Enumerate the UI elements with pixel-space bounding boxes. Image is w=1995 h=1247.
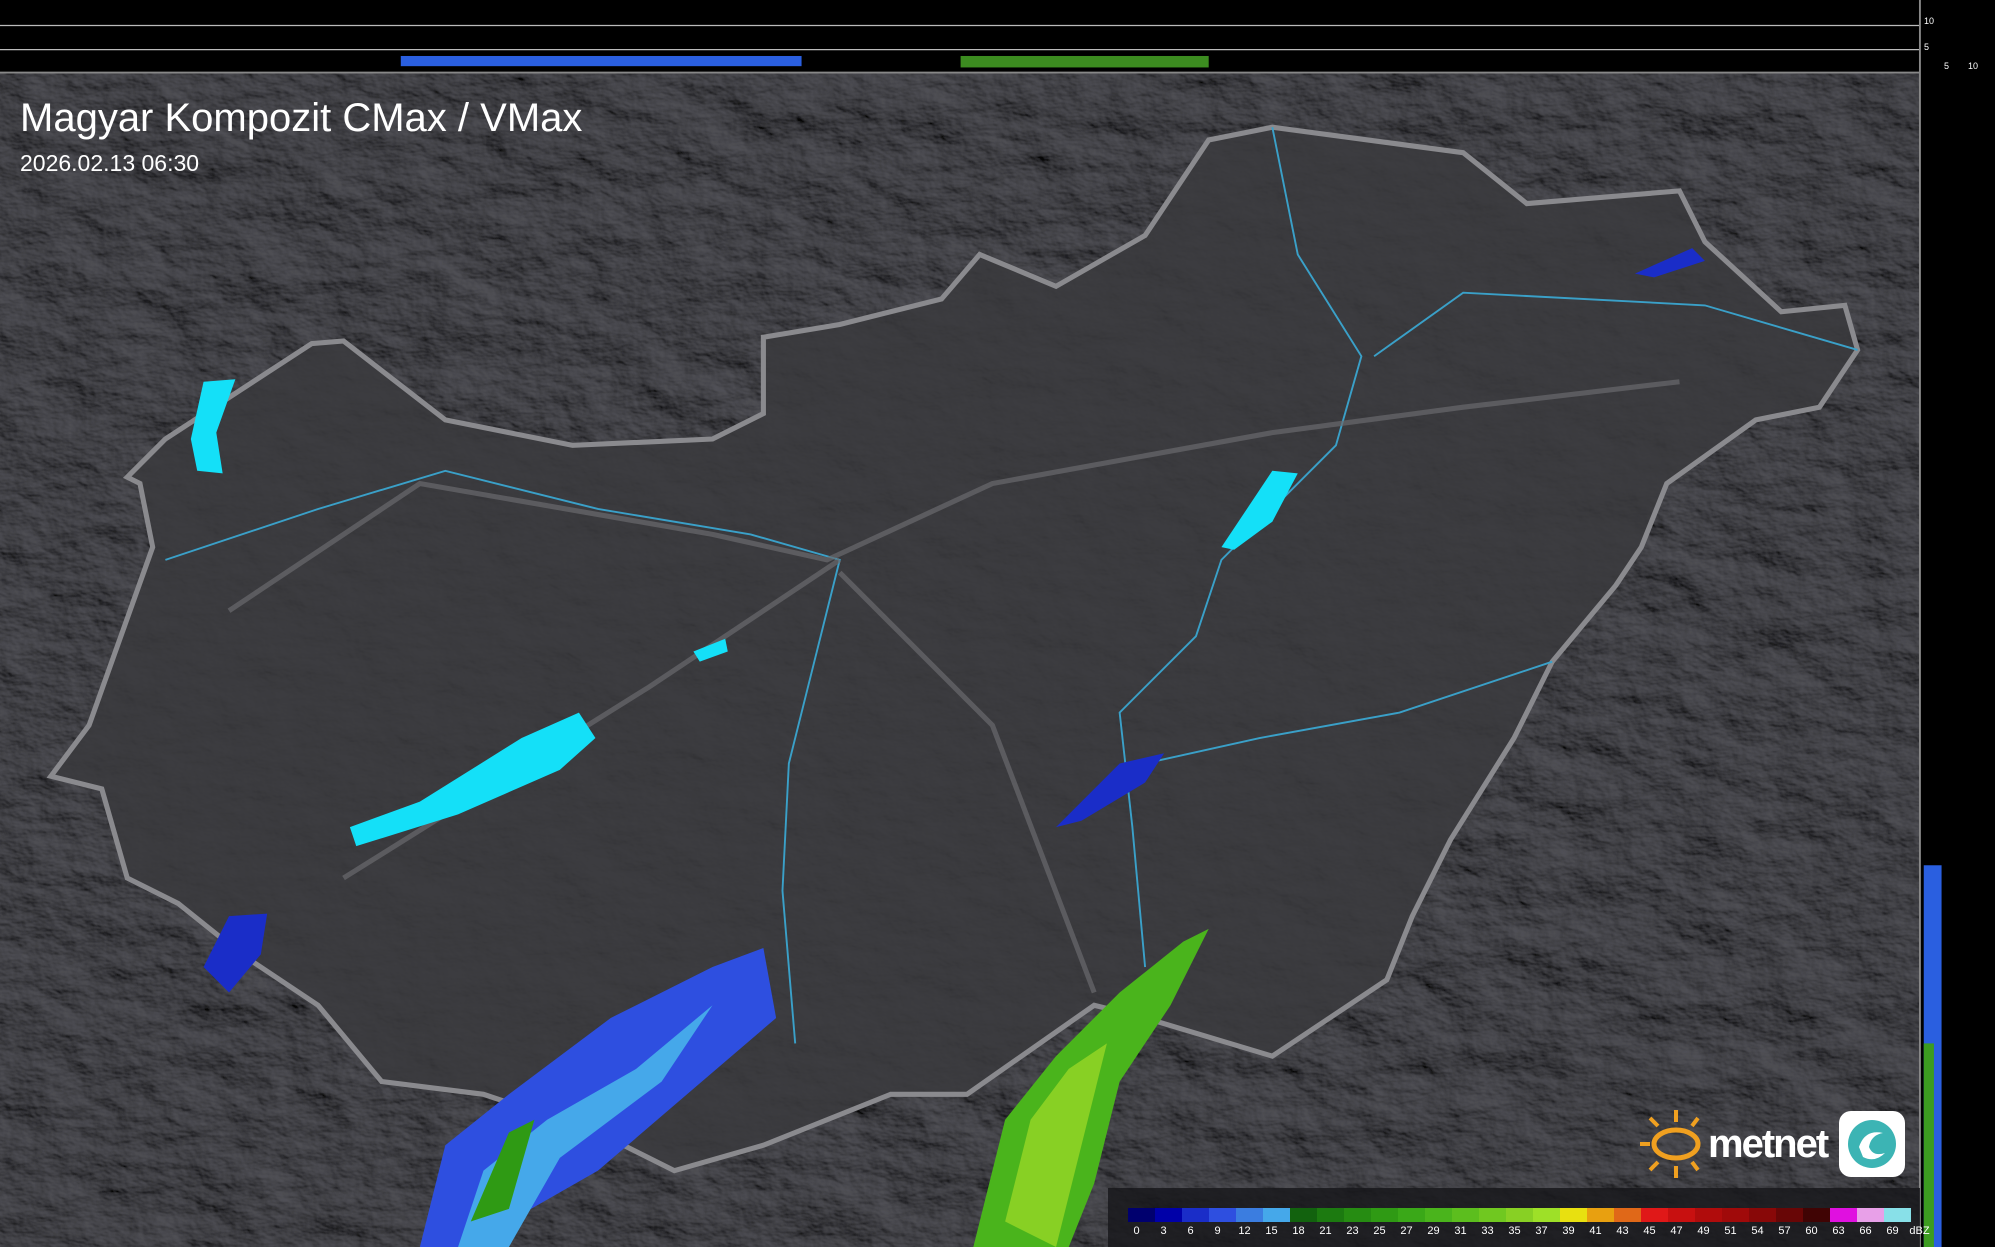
legend-swatch [1722,1208,1749,1222]
vertical-tick-label: 10 [1924,16,1935,26]
legend-color-bar [1128,1208,1911,1222]
legend-label: 51 [1724,1225,1737,1237]
legend-label: 27 [1400,1225,1413,1237]
vertical-tick-label: 5 [1924,42,1930,52]
legend-swatch [1452,1208,1479,1222]
legend-swatch [1479,1208,1506,1222]
legend-unit: dBZ [1909,1225,1930,1237]
legend-label: 47 [1670,1225,1683,1237]
legend-swatch [1560,1208,1587,1222]
brand-name: metnet [1708,1121,1829,1166]
legend-swatch [1425,1208,1452,1222]
legend-label: 6 [1187,1225,1194,1237]
swirl-icon [1839,1111,1906,1177]
legend-label: 25 [1373,1225,1386,1237]
lake-balaton [349,712,596,847]
legend-swatch [1884,1208,1911,1222]
precipitation-echoes [203,248,1705,1247]
legend-label: 57 [1778,1225,1791,1237]
legend-label: 0 [1133,1225,1140,1237]
metnet-logo: metnet [1636,1104,1906,1184]
legend-labels: 0 3 6 9 12 15 18 21 23 25 27 29 31 33 35 37 39 41 43 45 47 49… [1128,1225,1938,1237]
legend-label: 49 [1697,1225,1710,1237]
profile-echo [960,55,1209,68]
legend-swatch [1371,1208,1398,1222]
legend-label: 33 [1481,1225,1494,1237]
legend-label: 9 [1214,1225,1221,1237]
hungary-country [46,124,1861,1174]
legend-label: 45 [1643,1225,1656,1237]
legend-swatch [1236,1208,1263,1222]
profile-echo [1923,1043,1934,1247]
legend-label: 3 [1160,1225,1167,1237]
lake-ferto [190,379,236,474]
legend-label: 54 [1751,1225,1764,1237]
legend-swatch [1695,1208,1722,1222]
legend-swatch [1290,1208,1317,1222]
profile-echo [400,55,802,67]
dbz-color-legend: 0 3 6 9 12 15 18 21 23 25 27 29 31 33 35 37 39 41 43 45 47 49… [1108,1188,1930,1247]
map-timestamp: 2026.02.13 06:30 [20,150,200,176]
legend-label: 37 [1535,1225,1548,1237]
legend-label: 41 [1589,1225,1602,1237]
legend-swatch [1533,1208,1560,1222]
legend-swatch [1263,1208,1290,1222]
legend-swatch [1641,1208,1668,1222]
legend-swatch [1209,1208,1236,1222]
legend-label: 39 [1562,1225,1575,1237]
map-title: Magyar Kompozit CMax / VMax [20,96,583,140]
sun-icon [1640,1110,1701,1178]
legend-swatch [1587,1208,1614,1222]
lakes [190,379,1298,847]
lake-velence [693,638,728,662]
legend-label: 43 [1616,1225,1629,1237]
legend-label: 63 [1832,1225,1845,1237]
legend-swatch [1155,1208,1182,1222]
legend-label: 35 [1508,1225,1521,1237]
legend-swatch [1830,1208,1857,1222]
legend-label: 15 [1265,1225,1278,1237]
legend-swatch [1344,1208,1371,1222]
lake-tisza [1221,470,1298,550]
legend-label: 18 [1292,1225,1305,1237]
legend-swatch [1317,1208,1344,1222]
legend-swatch [1128,1208,1155,1222]
legend-swatch [1857,1208,1884,1222]
legend-swatch [1614,1208,1641,1222]
legend-label: 21 [1319,1225,1332,1237]
legend-label: 66 [1859,1225,1872,1237]
horizontal-tick-label: 10 [1968,61,1979,71]
legend-label: 69 [1886,1225,1899,1237]
legend-swatch [1398,1208,1425,1222]
legend-label: 12 [1238,1225,1251,1237]
legend-label: 23 [1346,1225,1359,1237]
legend-label: 31 [1454,1225,1467,1237]
legend-swatch [1668,1208,1695,1222]
horizontal-tick-label: 5 [1944,61,1950,71]
legend-swatch [1803,1208,1830,1222]
legend-swatch [1506,1208,1533,1222]
legend-swatch [1182,1208,1209,1222]
legend-swatch [1749,1208,1776,1222]
top-profile-panel [0,0,1920,73]
legend-swatch [1776,1208,1803,1222]
legend-label: 29 [1427,1225,1440,1237]
legend-label: 60 [1805,1225,1818,1237]
